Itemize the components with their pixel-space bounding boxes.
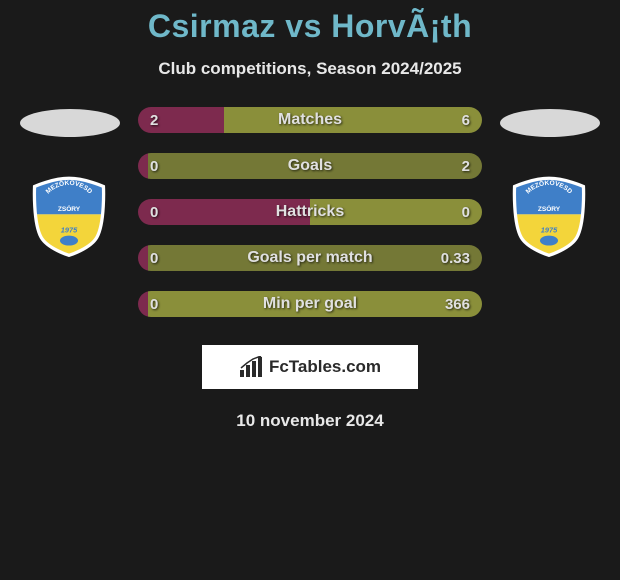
shield-icon: MEZŐKÖVESD ZSÓRY 1975 — [508, 175, 590, 257]
stat-row: 00Hattricks — [138, 199, 482, 225]
page-title: Csirmaz vs HorvÃ¡th — [0, 8, 620, 45]
club-badge-left: MEZŐKÖVESD ZSÓRY 1975 — [28, 175, 112, 259]
subtitle: Club competitions, Season 2024/2025 — [0, 59, 620, 79]
stat-label: Matches — [138, 111, 482, 129]
infographic-container: Csirmaz vs HorvÃ¡th Club competitions, S… — [0, 0, 620, 431]
stat-row: 0366Min per goal — [138, 291, 482, 317]
stat-row: 02Goals — [138, 153, 482, 179]
svg-text:ZSÓRY: ZSÓRY — [58, 204, 81, 213]
stat-label: Goals — [138, 157, 482, 175]
stat-row: 00.33Goals per match — [138, 245, 482, 271]
stat-label: Hattricks — [138, 203, 482, 221]
left-player-col: MEZŐKÖVESD ZSÓRY 1975 — [20, 107, 120, 259]
svg-text:ZSÓRY: ZSÓRY — [538, 204, 561, 213]
bar-chart-icon — [239, 356, 263, 378]
player-photo-placeholder-left — [20, 109, 120, 137]
svg-text:1975: 1975 — [541, 225, 558, 234]
stat-row: 26Matches — [138, 107, 482, 133]
club-badge-right: MEZŐKÖVESD ZSÓRY 1975 — [508, 175, 592, 259]
player-photo-placeholder-right — [500, 109, 600, 137]
shield-icon: MEZŐKÖVESD ZSÓRY 1975 — [28, 175, 110, 257]
stat-label: Min per goal — [138, 295, 482, 313]
main-row: MEZŐKÖVESD ZSÓRY 1975 26Matches 02Goals 00… — [0, 107, 620, 317]
brand-text: FcTables.com — [269, 357, 381, 377]
svg-text:1975: 1975 — [61, 225, 78, 234]
date-text: 10 november 2024 — [0, 411, 620, 431]
right-player-col: MEZŐKÖVESD ZSÓRY 1975 — [500, 107, 600, 259]
brand-box[interactable]: FcTables.com — [202, 345, 418, 389]
stats-column: 26Matches 02Goals 00Hattricks 00.33Goals pe… — [138, 107, 482, 317]
stat-label: Goals per match — [138, 249, 482, 267]
